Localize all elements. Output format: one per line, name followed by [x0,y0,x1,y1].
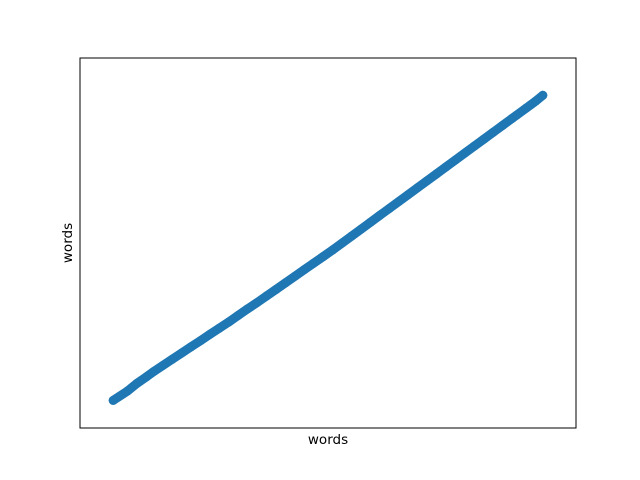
scatter-point [148,367,158,377]
scatter-point [538,90,548,100]
scatter-point [233,310,243,320]
scatter-point [512,110,522,120]
scatter-point [413,183,423,193]
scatter-point [205,329,215,339]
scatter-point [318,252,328,261]
scatter-point [214,323,224,333]
x-axis-label: words [308,432,348,448]
scatter-point [299,265,309,275]
scatter-point [479,134,489,144]
scatter-point [384,203,394,213]
scatter-point [422,176,432,186]
scatter-point [262,291,272,301]
scatter-point [186,342,196,352]
scatter-point [141,372,151,382]
scatter-point [375,210,385,220]
scatter-point [132,379,142,388]
scatter-point [252,298,262,307]
scatter-point [531,96,541,106]
scatter-points [108,90,548,405]
scatter-point [177,348,187,358]
scatter-point [460,148,470,158]
scatter-point [498,120,508,130]
scatter-point [488,127,498,137]
scatter-point [309,258,319,268]
scatter-point [108,395,118,405]
scatter-point [469,141,479,151]
scatter-point [290,271,300,281]
scatter-point [441,162,451,172]
scatter-point [122,386,132,396]
scatter-point [196,336,206,346]
scatter-point [158,361,168,370]
scatter-point [366,217,375,227]
scatter-point [356,224,366,234]
scatter-point [281,278,290,288]
scatter-point [450,155,460,165]
scatter-point [394,197,404,206]
scatter-point [271,284,281,294]
scatter-point [432,169,442,179]
scatter-point [337,238,347,248]
scatter-point [347,231,357,241]
scatter-point [167,354,177,364]
y-axis-label: words [60,223,76,263]
scatter-point [403,190,413,200]
scatter-point [243,304,253,314]
scatter-point [328,245,338,255]
scatter-point [224,317,234,327]
